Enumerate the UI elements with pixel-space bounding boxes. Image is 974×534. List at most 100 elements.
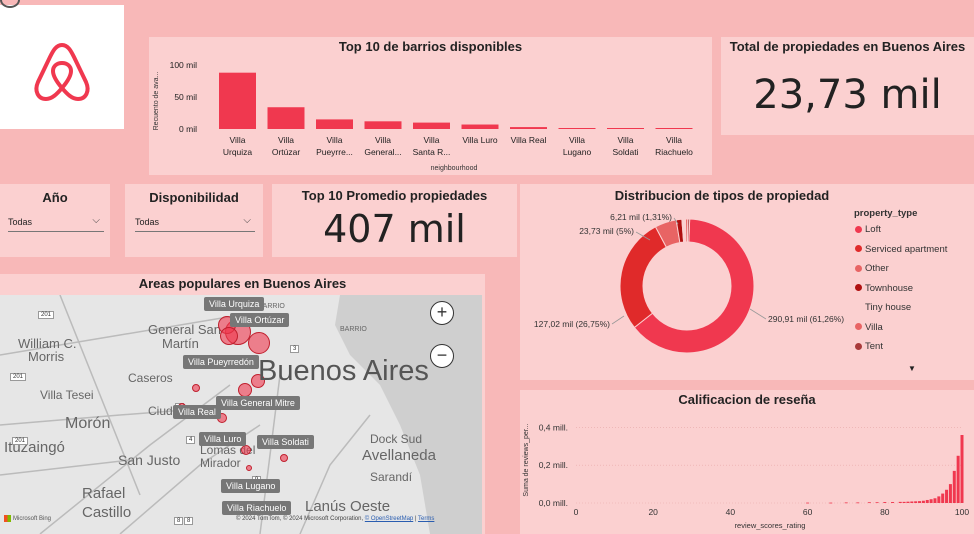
histogram-bar <box>921 500 925 503</box>
road-shield-icon: 201 <box>10 373 27 381</box>
histogram-bar <box>960 435 964 503</box>
map-bubble[interactable] <box>192 384 200 392</box>
legend-item[interactable]: Tiny house <box>855 302 911 313</box>
legend-item[interactable]: Serviced apartment <box>855 244 947 255</box>
legend-dot-icon <box>855 245 862 253</box>
map-neighbourhood-label[interactable]: Villa Urquiza <box>204 297 265 311</box>
x-tick-label: Villa <box>569 135 585 145</box>
map-neighbourhood-label[interactable]: Villa Soldati <box>257 435 314 449</box>
mapa-title: Areas populares en Buenos Aires <box>138 276 347 291</box>
legend-item[interactable]: Townhouse <box>855 283 913 294</box>
x-tick-label: Villa <box>278 135 294 145</box>
donut-leader-line <box>749 308 767 320</box>
distribucion-title: Distribucion de tipos de propiedad <box>614 188 830 203</box>
map-area[interactable]: General San Martín William C. Morris Caseros… <box>0 295 482 534</box>
donut-slice <box>687 218 691 243</box>
map-place-name: William C. <box>18 336 77 351</box>
donut-data-label: 127,02 mil (26,75%) <box>534 319 610 329</box>
map-bubble[interactable] <box>220 327 238 345</box>
legend-dot-icon <box>855 225 862 233</box>
x-tick-label: Villa <box>618 135 634 145</box>
zoom-in-button[interactable]: + <box>430 301 454 325</box>
donut-data-label: 290,91 mil (61,26%) <box>768 314 844 324</box>
bar <box>316 119 353 129</box>
terms-link[interactable]: Terms <box>418 516 435 522</box>
road-shield-icon: 3 <box>290 345 300 353</box>
map-neighbourhood-label[interactable]: Villa General Mitre <box>216 396 300 410</box>
histogram-bar <box>844 502 848 504</box>
osm-link[interactable]: © OpenStreetMap <box>364 516 414 522</box>
map-place-name: Lanús Oeste <box>305 498 391 515</box>
airbnb-logo-icon <box>34 42 90 102</box>
promedio-title: Top 10 Promedio propiedades <box>301 188 488 203</box>
disponibilidad-value: Todas <box>135 217 160 227</box>
legend-item[interactable]: Loft <box>855 224 881 235</box>
distribucion-chart: 290,91 mil (61,26%) 127,02 mil (26,75%) 23… <box>534 212 844 354</box>
x-tick-label: Pueyrre... <box>316 147 353 157</box>
histogram-bar <box>867 502 871 504</box>
map-place-name: Morón <box>65 415 111 432</box>
x-tick-label: Villa <box>230 135 246 145</box>
map-bubble[interactable] <box>251 374 265 388</box>
histogram-bar <box>937 496 941 503</box>
y-tick-label: 100 mil <box>170 60 198 70</box>
map-neighbourhood-label[interactable]: Villa Luro <box>199 432 247 446</box>
road-shield-icon: 4 <box>186 436 196 444</box>
map-place-name: Ciuda <box>148 404 180 418</box>
x-tick-label: General... <box>364 147 401 157</box>
legend-label: Tent <box>865 341 883 352</box>
legend-item[interactable]: Other <box>855 263 889 274</box>
x-tick-label: Ortúzar <box>272 147 301 157</box>
legend-item[interactable]: Tent <box>855 341 883 352</box>
histogram-bar <box>806 502 810 504</box>
map-neighbourhood-label[interactable]: Villa Lugano <box>221 479 281 493</box>
disponibilidad-dropdown[interactable]: Todas ⌵ <box>135 214 255 232</box>
map-bubble[interactable] <box>238 383 252 397</box>
zoom-out-button[interactable]: − <box>430 344 454 368</box>
legend-item[interactable]: Villa <box>855 322 883 333</box>
bar <box>413 122 450 129</box>
x-tick-label: Urquiza <box>223 147 253 157</box>
legend-label: Serviced apartment <box>865 243 948 255</box>
map-place-name: Caseros <box>128 371 173 385</box>
bing-logo: Microsoft Bing <box>4 515 51 522</box>
x-tick-label: 60 <box>803 507 813 517</box>
histogram-bar <box>918 501 922 503</box>
ano-title: Año <box>42 190 68 205</box>
map-neighbourhood-label[interactable]: Villa Real <box>173 405 221 419</box>
map-bubble[interactable] <box>241 445 251 455</box>
bar <box>364 121 402 129</box>
map-bubble[interactable] <box>248 332 270 354</box>
map-place-name: Castillo <box>82 504 132 521</box>
ano-dropdown[interactable]: Todas ⌵ <box>8 214 104 232</box>
legend-dot-icon <box>855 303 862 311</box>
map-place-name: San Justo <box>118 452 181 468</box>
x-tick-label: 80 <box>880 507 890 517</box>
calificacion-card: Calificacion de reseña Suma de reviews_p… <box>520 390 974 534</box>
map-bubble[interactable] <box>246 465 252 471</box>
histogram-bar <box>956 455 960 503</box>
legend-label: Other <box>865 263 889 274</box>
histogram-bar <box>914 501 918 503</box>
histogram-bar <box>941 493 945 503</box>
x-tick-label: 100 <box>955 507 969 517</box>
top-barrios-title: Top 10 de barrios disponibles <box>338 39 523 54</box>
donut-slice <box>619 226 667 329</box>
bar <box>655 128 693 129</box>
map-neighbourhood-label[interactable]: Villa Ortúzar <box>230 313 290 327</box>
histogram-bar <box>933 498 937 503</box>
map-neighbourhood-label[interactable]: Villa Riachuelo <box>222 501 292 515</box>
map-bubble[interactable] <box>280 454 288 462</box>
histogram-bar <box>829 502 833 504</box>
bing-label: Microsoft Bing <box>13 516 52 523</box>
road-shield-icon: 8 <box>174 517 184 525</box>
total-value: 23,73 mil <box>753 72 942 118</box>
map-neighbourhood-label[interactable]: Villa Pueyrredón <box>183 355 259 369</box>
map-place-name: Villa Tesei <box>40 388 94 402</box>
map-place-name: Mirador <box>200 456 241 470</box>
legend-scroll-down-icon[interactable]: ▼ <box>908 364 916 373</box>
legend-dot-icon <box>855 323 862 331</box>
x-tick-label: 40 <box>726 507 736 517</box>
histogram-bar <box>891 502 895 503</box>
bing-icon <box>4 515 11 522</box>
